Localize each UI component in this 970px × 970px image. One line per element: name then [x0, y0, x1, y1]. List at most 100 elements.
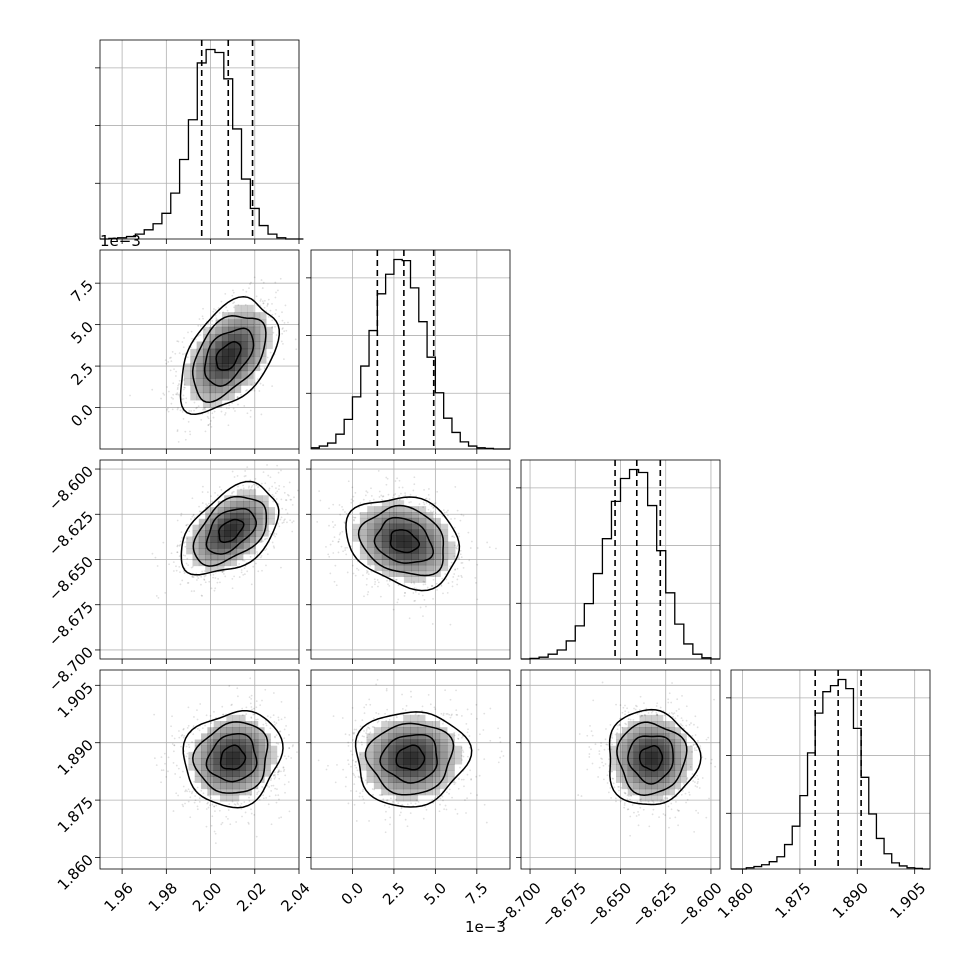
density-cell	[251, 733, 259, 740]
scatter-point	[263, 367, 266, 369]
density-cell	[439, 776, 448, 783]
scatter-point	[694, 715, 697, 718]
scatter-point	[182, 728, 185, 731]
scatter-point	[260, 298, 262, 301]
scatter-point	[200, 418, 203, 421]
scatter-point	[253, 488, 256, 491]
density-cell	[194, 751, 202, 759]
scatter-point	[177, 407, 179, 409]
scatter-point	[182, 736, 185, 739]
density-cell	[255, 530, 263, 537]
scatter-point	[680, 793, 683, 796]
scatter-point	[283, 321, 286, 324]
density-cell	[417, 733, 426, 740]
scatter-point	[701, 777, 704, 779]
scatter-point	[163, 752, 166, 755]
density-cell	[657, 758, 664, 765]
density-cell	[262, 530, 269, 537]
scatter-point	[264, 688, 267, 691]
scatter-point	[422, 817, 425, 820]
scatter-point	[274, 736, 276, 739]
scatter-point	[332, 552, 335, 554]
scatter-point	[355, 820, 358, 822]
density-cell	[230, 524, 238, 531]
scatter-point	[334, 564, 337, 567]
scatter-point	[447, 582, 450, 585]
scatter-point	[366, 577, 368, 580]
scatter-point	[395, 716, 398, 719]
density-cell	[183, 378, 191, 386]
scatter-point	[388, 580, 391, 582]
scatter-point	[271, 385, 274, 388]
density-cell	[228, 356, 235, 364]
scatter-point	[190, 410, 193, 412]
scatter-point	[184, 802, 186, 805]
contour-line	[345, 496, 461, 592]
scatter-point	[378, 490, 381, 493]
scatter-point	[688, 793, 691, 796]
scatter-point	[204, 724, 207, 727]
scatter-point	[256, 791, 259, 794]
scatter-point	[676, 698, 679, 701]
density-cell	[220, 770, 227, 777]
density-cell	[668, 770, 676, 777]
scatter-point	[196, 709, 198, 712]
scatter-point	[268, 248, 270, 250]
density-cell	[247, 378, 254, 386]
contour-line	[364, 722, 455, 796]
density-cell	[674, 733, 681, 740]
scatter-point	[204, 574, 207, 577]
density-cell	[217, 536, 225, 543]
scatter-point	[194, 795, 196, 797]
scatter-point	[301, 557, 303, 559]
density-cell	[245, 751, 252, 759]
density-cell	[425, 547, 434, 554]
density-cell	[259, 334, 267, 342]
scatter-point	[204, 406, 206, 409]
scatter-point	[174, 773, 177, 775]
scatter-point	[277, 770, 280, 773]
density-cell	[417, 739, 426, 746]
scatter-point	[478, 774, 481, 777]
scatter-point	[671, 682, 673, 684]
scatter-point	[248, 796, 250, 799]
scatter-point	[370, 487, 372, 490]
density-cell	[410, 770, 419, 777]
density-cell	[403, 553, 412, 560]
scatter-point	[203, 570, 206, 572]
scatter-point	[198, 505, 200, 508]
scatter-point	[701, 756, 704, 759]
density-cell	[217, 507, 225, 514]
density-cell	[251, 739, 259, 746]
x-tick-label: 1.860	[714, 879, 757, 922]
scatter-point	[578, 733, 581, 735]
density-cell	[447, 770, 455, 777]
scatter-point	[382, 798, 385, 801]
density-cell	[240, 378, 248, 386]
scatter-point	[713, 698, 715, 701]
scatter-point	[246, 570, 249, 573]
scatter-point	[233, 306, 235, 309]
scatter-point	[233, 803, 236, 806]
scatter-point	[176, 386, 179, 389]
density-cell	[220, 782, 227, 790]
scatter-point	[635, 815, 638, 817]
scatter-point	[432, 507, 435, 509]
density-cell	[270, 745, 278, 753]
scatter-point	[644, 714, 646, 717]
density-cell	[190, 385, 197, 394]
scatter-point	[610, 770, 613, 773]
scatter-point	[591, 762, 594, 765]
scatter-point	[694, 776, 697, 779]
density-cell	[639, 727, 646, 734]
scatter-point	[640, 798, 642, 801]
scatter-point	[282, 770, 285, 773]
scatter-point	[211, 500, 213, 503]
density-cell	[238, 733, 246, 740]
density-cell	[224, 530, 231, 537]
density-cell	[627, 727, 634, 734]
scatter-point	[182, 805, 185, 808]
x-tick-label: −8.625	[628, 879, 680, 931]
density-cell	[257, 733, 265, 740]
scatter-point	[398, 479, 401, 482]
